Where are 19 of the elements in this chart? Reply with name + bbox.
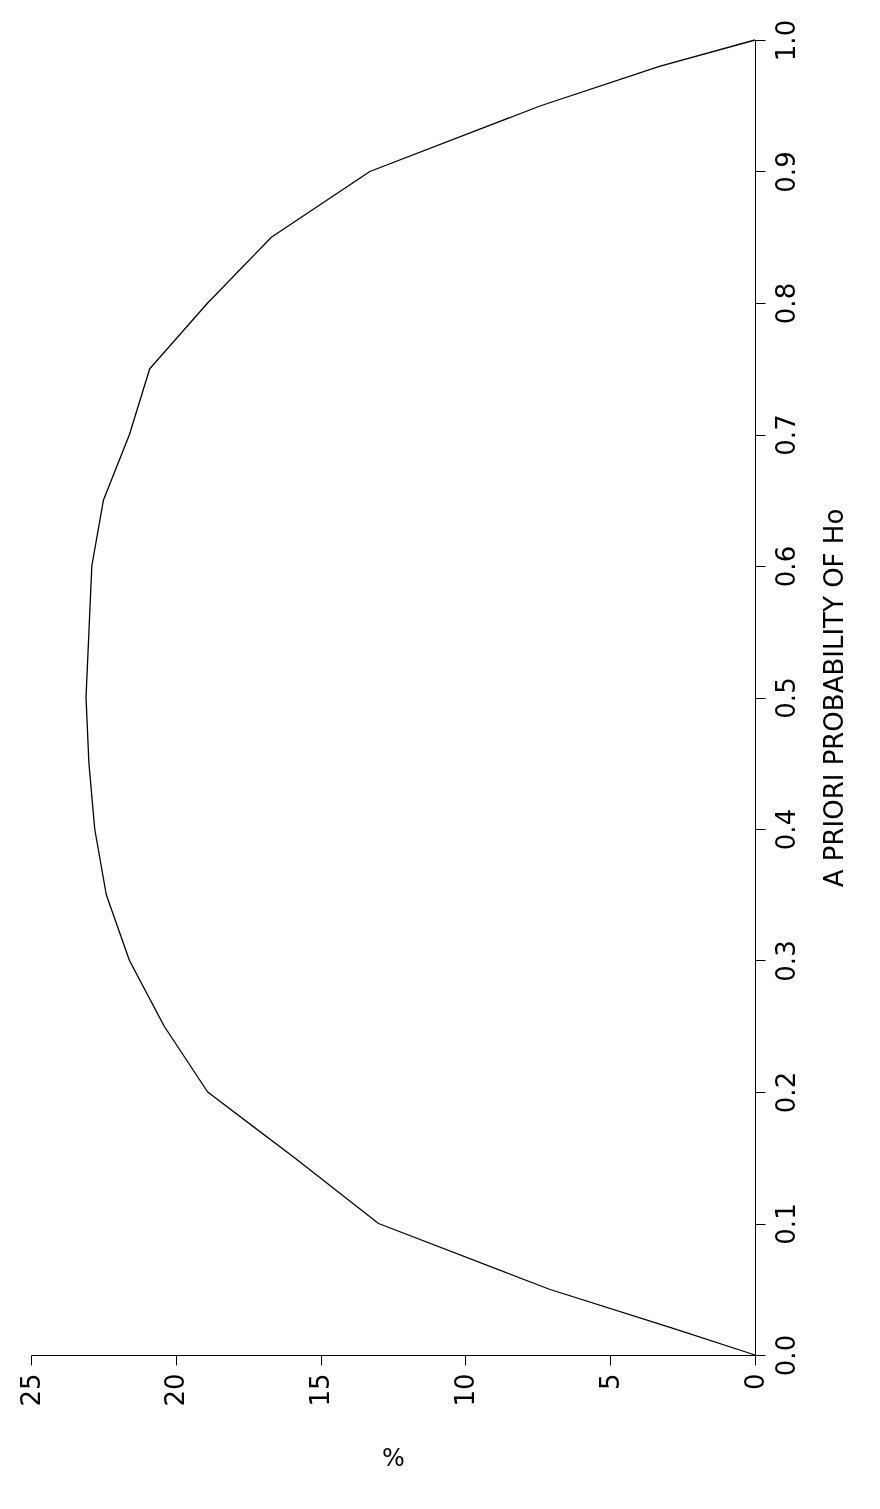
y2-tick-label: 0.3 <box>770 940 801 982</box>
x-tick-label: 15 <box>305 1373 336 1407</box>
x-tick-label: 25 <box>15 1373 46 1407</box>
y2-tick-label: 0.4 <box>770 808 801 851</box>
y2-tick-label: 1.0 <box>770 19 801 62</box>
y2-tick-label: 0.1 <box>770 1203 801 1245</box>
y2-tick-label: 0.7 <box>770 414 801 456</box>
y2-axis-title: A PRIORI PROBABILITY OF Ho <box>818 508 849 888</box>
y2-tick-label: 0.2 <box>770 1071 801 1114</box>
x-tick-label: 0 <box>739 1373 770 1391</box>
x-tick-label: 10 <box>449 1373 480 1407</box>
y2-tick-label: 0.8 <box>770 282 801 325</box>
y2-tick-label: 0.5 <box>770 677 801 719</box>
y2-tick-label: 0.0 <box>770 1334 801 1377</box>
x-axis-title: % <box>382 1443 405 1472</box>
x-tick-label: 5 <box>594 1373 625 1391</box>
x-tick-label: 20 <box>160 1373 191 1407</box>
y2-tick-label: 0.9 <box>770 151 801 193</box>
y2-tick-label: 0.6 <box>770 545 801 588</box>
